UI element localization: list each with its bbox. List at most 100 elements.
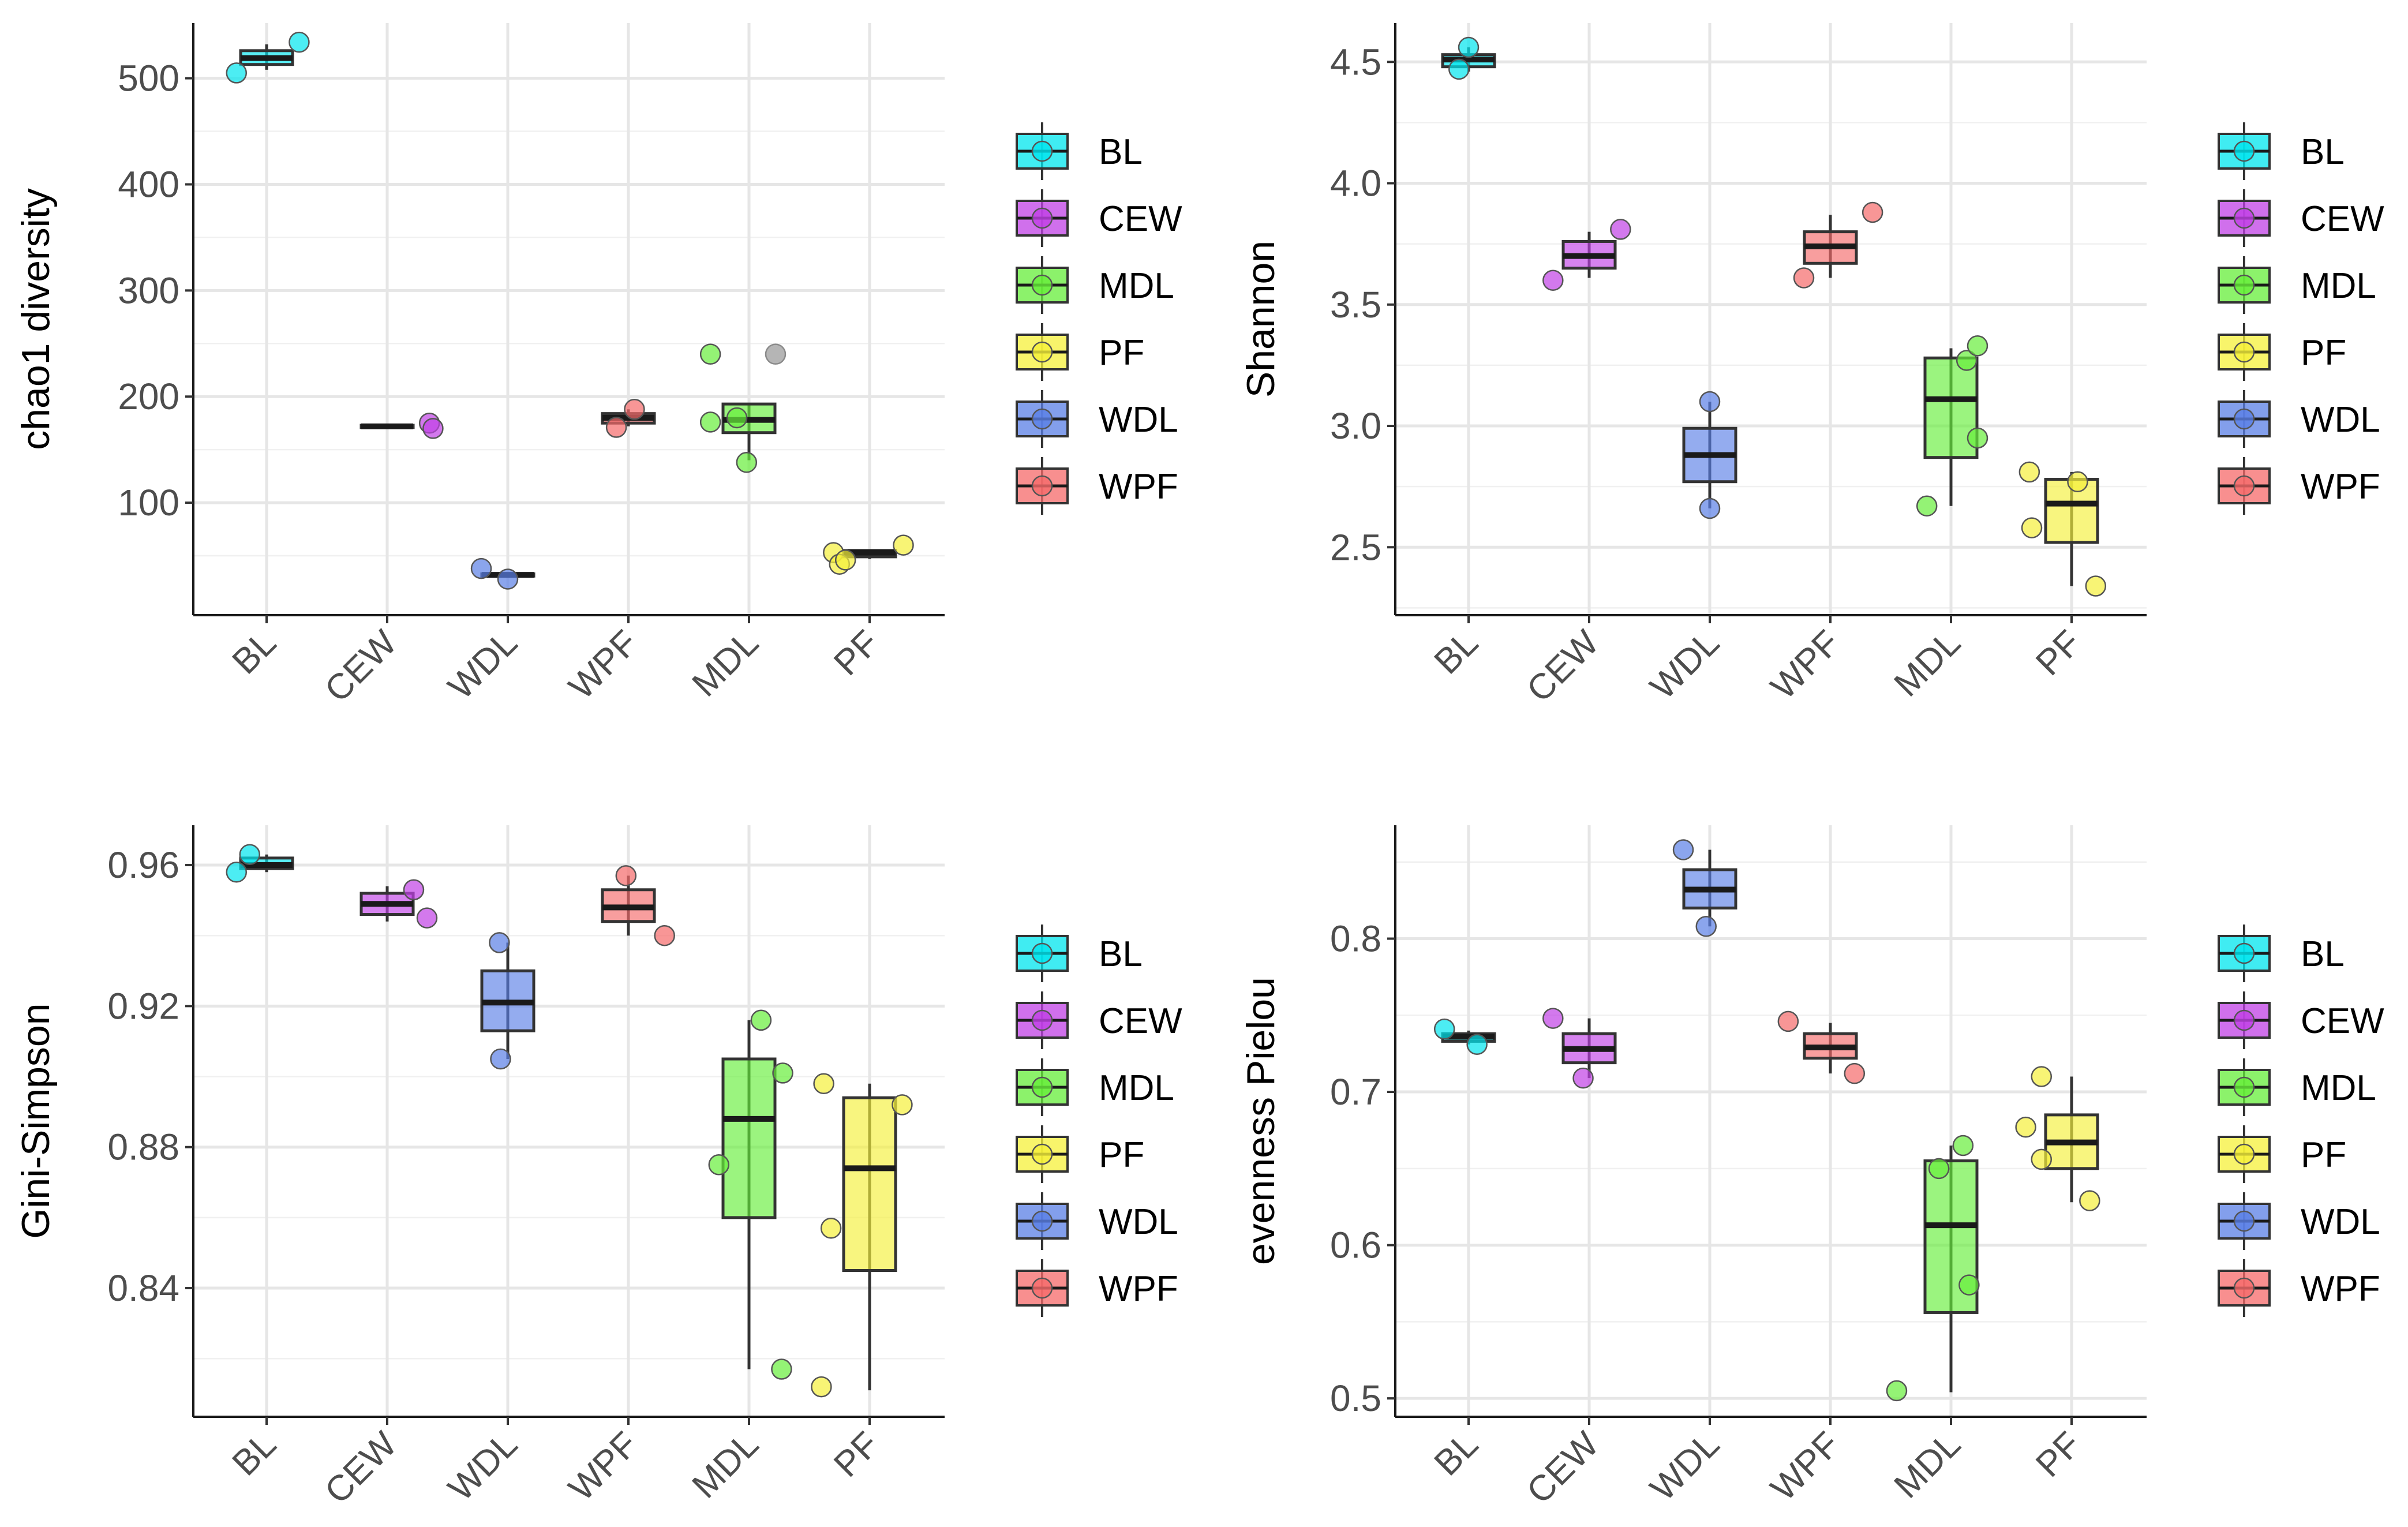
legend: BL CEW MDL PF WDL WPF [1016, 122, 1182, 515]
legend-label-bl: BL [2301, 132, 2345, 172]
y-tick-label: 3.0 [1330, 405, 1381, 447]
x-tick-label-bl: BL [1426, 1424, 1485, 1483]
y-tick-label: 400 [118, 163, 179, 205]
box-wpf [601, 875, 656, 936]
x-tick-label-wpf: WPF [561, 1424, 646, 1509]
y-axis-title: Shannon [1239, 241, 1283, 398]
legend-key-cew [2218, 189, 2271, 247]
box-mdl [721, 1020, 777, 1369]
y-tick-label: 0.7 [1330, 1071, 1381, 1113]
panel-evenness-pielou: 0.5 0.6 0.7 0.8 BL CEW WDL WPF MDL PF evenness Pie… [1239, 825, 2384, 1511]
data-point-bl [1466, 1034, 1488, 1055]
data-point-wpf [1793, 267, 1815, 289]
y-axis-title: Gini-Simpson [14, 1003, 58, 1238]
x-tick-label-cew: CEW [1519, 623, 1606, 710]
box-cew [359, 886, 415, 922]
panel-chao1-diversity: 100 200 300 400 500 BL CEW WDL WPF MDL PF chao1 div… [14, 23, 1182, 710]
box-pf [842, 1083, 897, 1391]
y-tick-label: 4.0 [1330, 163, 1381, 204]
legend-key-point [2233, 942, 2255, 964]
data-point-wdl [470, 557, 492, 579]
data-point-pf [2067, 471, 2088, 492]
data-point-wdl [497, 568, 519, 590]
data-point-mdl [699, 411, 721, 433]
legend-label-mdl: MDL [1099, 1068, 1174, 1108]
data-point-wpf [605, 417, 627, 438]
data-point-wpf [1844, 1062, 1866, 1084]
legend-key-point [2233, 1143, 2255, 1165]
legend-key-wdl [2218, 390, 2271, 448]
x-tick-label-cew: CEW [317, 1424, 405, 1511]
legend-key-bl [2218, 925, 2271, 982]
data-point-mdl [772, 1062, 793, 1084]
x-tick-label-bl: BL [224, 1424, 283, 1483]
legend-key-point [1031, 274, 1053, 296]
legend-key-wpf [1016, 457, 1069, 515]
data-point-mdl [1967, 427, 1988, 449]
data-point-wpf [1777, 1010, 1799, 1032]
legend-label-pf: PF [2301, 1135, 2346, 1175]
legend-key-pf [1016, 1125, 1069, 1183]
data-point-wdl [1699, 391, 1721, 413]
legend-key-mdl [1016, 256, 1069, 314]
legend-label-mdl: MDL [2301, 1068, 2376, 1108]
y-tick-label: 0.84 [107, 1267, 179, 1309]
data-point-pf [892, 1094, 913, 1116]
legend-key-wdl [2218, 1192, 2271, 1250]
legend: BL CEW MDL PF WDL WPF [1016, 925, 1182, 1317]
data-point-pf [893, 534, 914, 556]
box-wpf [1803, 1023, 1858, 1074]
y-axis-title: evenness Pielou [1239, 977, 1283, 1265]
legend-key-cew [1016, 991, 1069, 1049]
y-tick-label: 200 [118, 376, 179, 417]
legend-label-bl: BL [1099, 132, 1143, 172]
box-wpf [1803, 215, 1858, 278]
y-tick-label: 0.96 [107, 844, 179, 886]
y-axis-title: chao1 diversity [14, 188, 58, 450]
box-mdl [1923, 1145, 1979, 1393]
data-point-mdl [1967, 335, 1988, 357]
data-point-mdl [750, 1009, 772, 1031]
y-tick-label: 300 [118, 270, 179, 311]
legend-label-wdl: WDL [2301, 400, 2380, 440]
legend-key-mdl [2218, 1058, 2271, 1116]
box-rect-mdl [721, 1057, 777, 1219]
legend-label-wpf: WPF [1099, 1269, 1178, 1309]
data-point-wdl [489, 932, 510, 953]
data-point-cew [416, 907, 438, 929]
data-point-bl [239, 844, 260, 865]
data-point-wdl [1672, 839, 1694, 860]
data-point-cew [1542, 1008, 1564, 1029]
legend-key-point [1031, 341, 1053, 363]
y-tick-label: 2.5 [1330, 526, 1381, 568]
x-tick-label-mdl: MDL [1887, 623, 1968, 704]
legend-label-wdl: WDL [1099, 400, 1178, 440]
legend-label-mdl: MDL [1099, 266, 1174, 306]
legend-key-point [1031, 1210, 1053, 1232]
legend-key-point [2233, 1009, 2255, 1031]
data-point-pf [813, 1073, 834, 1095]
data-point-pf [2018, 461, 2040, 483]
data-point-mdl [708, 1154, 729, 1176]
data-point-cew [1610, 219, 1631, 240]
data-point-mdl [1952, 1135, 1974, 1157]
box-cew [1561, 231, 1617, 278]
legend-key-pf [2218, 323, 2271, 381]
legend-label-wpf: WPF [2301, 1269, 2380, 1309]
legend-key-bl [2218, 122, 2271, 180]
legend-key-pf [2218, 1125, 2271, 1183]
legend-key-mdl [1016, 1058, 1069, 1116]
box-mdl [1923, 348, 1979, 506]
legend-key-point [1031, 408, 1053, 430]
data-point-pf [2021, 517, 2043, 538]
data-point-pf [2015, 1116, 2036, 1138]
legend-label-mdl: MDL [2301, 266, 2376, 306]
legend-key-point [2233, 207, 2255, 229]
x-tick-label-wpf: WPF [1763, 623, 1848, 707]
data-point-bl [1433, 1018, 1455, 1040]
legend-key-wdl [1016, 390, 1069, 448]
y-tick-label: 500 [118, 58, 179, 99]
data-point-bl [289, 31, 310, 53]
data-point-wdl [490, 1048, 511, 1070]
data-point-wdl [1699, 497, 1721, 519]
